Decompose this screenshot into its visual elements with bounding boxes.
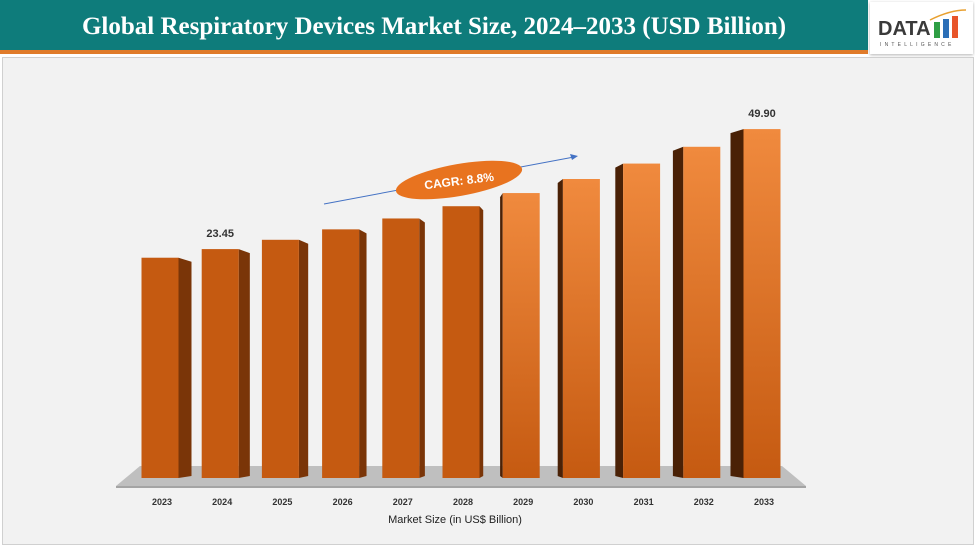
bar-2027 (382, 218, 420, 478)
bar-side (730, 129, 744, 478)
bar-2031 (623, 163, 661, 478)
bar-side (672, 146, 684, 478)
bar-2033 (743, 129, 781, 478)
data-label: 49.90 (748, 108, 776, 120)
bar-side (298, 239, 309, 478)
bar-side (500, 193, 503, 478)
x-tick-label: 2030 (573, 497, 593, 507)
x-tick-label: 2024 (212, 497, 232, 507)
bar-side (238, 249, 250, 478)
bar-side (615, 163, 624, 478)
logo-subtext: INTELLIGENCE (880, 42, 955, 48)
bar-side (178, 257, 192, 478)
logo-bar (934, 22, 940, 38)
x-tick-label: 2027 (393, 497, 413, 507)
bar-2032 (683, 146, 721, 478)
bar-2028 (442, 206, 480, 478)
x-tick-label: 2029 (513, 497, 533, 507)
bar-2026 (322, 229, 360, 478)
x-tick-label: 2028 (453, 497, 473, 507)
x-tick-label: 2026 (333, 497, 353, 507)
datam-intelligence-logo: DATA INTELLIGENCE (870, 2, 973, 54)
x-axis-title: Market Size (in US$ Billion) (388, 514, 522, 526)
logo-text: DATA (878, 18, 931, 40)
bar-side (359, 229, 367, 478)
title-banner (0, 0, 868, 54)
bar-2030 (562, 178, 600, 479)
x-tick-label: 2031 (634, 497, 654, 507)
bar-2023 (141, 257, 179, 478)
bar-2029 (502, 193, 540, 478)
bar-side (479, 206, 484, 478)
x-tick-label: 2025 (272, 497, 292, 507)
cagr-arrowhead (570, 154, 578, 160)
x-tick-label: 2032 (694, 497, 714, 507)
bar-2024 (201, 249, 239, 478)
cagr-badge (395, 160, 523, 200)
page-title: Global Respiratory Devices Market Size, … (81, 13, 787, 40)
bar-side (419, 218, 425, 478)
bar-side (557, 178, 563, 479)
x-tick-label: 2033 (754, 497, 774, 507)
logo-bar (943, 19, 949, 38)
x-tick-label: 2023 (152, 497, 172, 507)
logo-bar (952, 16, 958, 38)
data-label: 23.45 (206, 228, 234, 240)
logo-graphic: DATA INTELLIGENCE (878, 9, 967, 48)
bar-2025 (261, 239, 299, 478)
